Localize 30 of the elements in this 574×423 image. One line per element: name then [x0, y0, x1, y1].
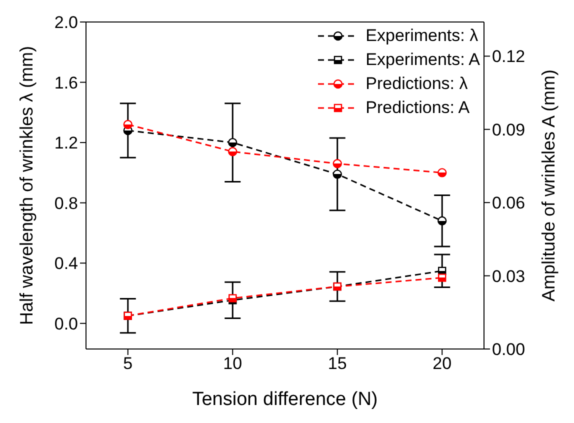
x-tick-label: 20 [432, 354, 452, 374]
point [332, 170, 342, 179]
y2-tick-label: 0.12 [492, 47, 526, 66]
x-tick-label: 15 [328, 354, 347, 374]
y2-tick-label: 0.00 [492, 340, 526, 360]
point [123, 120, 132, 130]
legend-label: Predictions: λ [366, 73, 468, 95]
y-tick-label: 2.0 [54, 13, 78, 32]
y-axis-title: Half wavelength of wrinkles λ (mm) [16, 46, 36, 326]
point [228, 138, 238, 148]
x-tick-label: 10 [223, 354, 242, 374]
point [228, 146, 238, 156]
legend-label: Experiments: λ [366, 25, 478, 47]
y-tick-label: 1.6 [54, 73, 78, 92]
y-tick-label: 0.8 [54, 194, 78, 213]
x-tick-label: 5 [123, 354, 133, 374]
y-tick-label: 1.2 [54, 134, 78, 153]
x-axis-title: Tension difference (N) [192, 389, 378, 410]
y2-axis-title: Amplitude of wrinkles A (mm) [538, 69, 558, 302]
legend-label: Predictions: A [366, 97, 470, 119]
y-tick-label: 0.4 [54, 254, 78, 274]
point [332, 159, 342, 168]
y2-tick-label: 0.09 [492, 120, 526, 140]
legend-label: Experiments: A [366, 49, 480, 71]
y2-tick-label: 0.06 [492, 194, 526, 213]
y2-tick-label: 0.03 [492, 266, 526, 286]
y-tick-label: 0.0 [54, 314, 78, 334]
point [438, 216, 447, 226]
point [438, 274, 446, 282]
point [438, 168, 447, 178]
